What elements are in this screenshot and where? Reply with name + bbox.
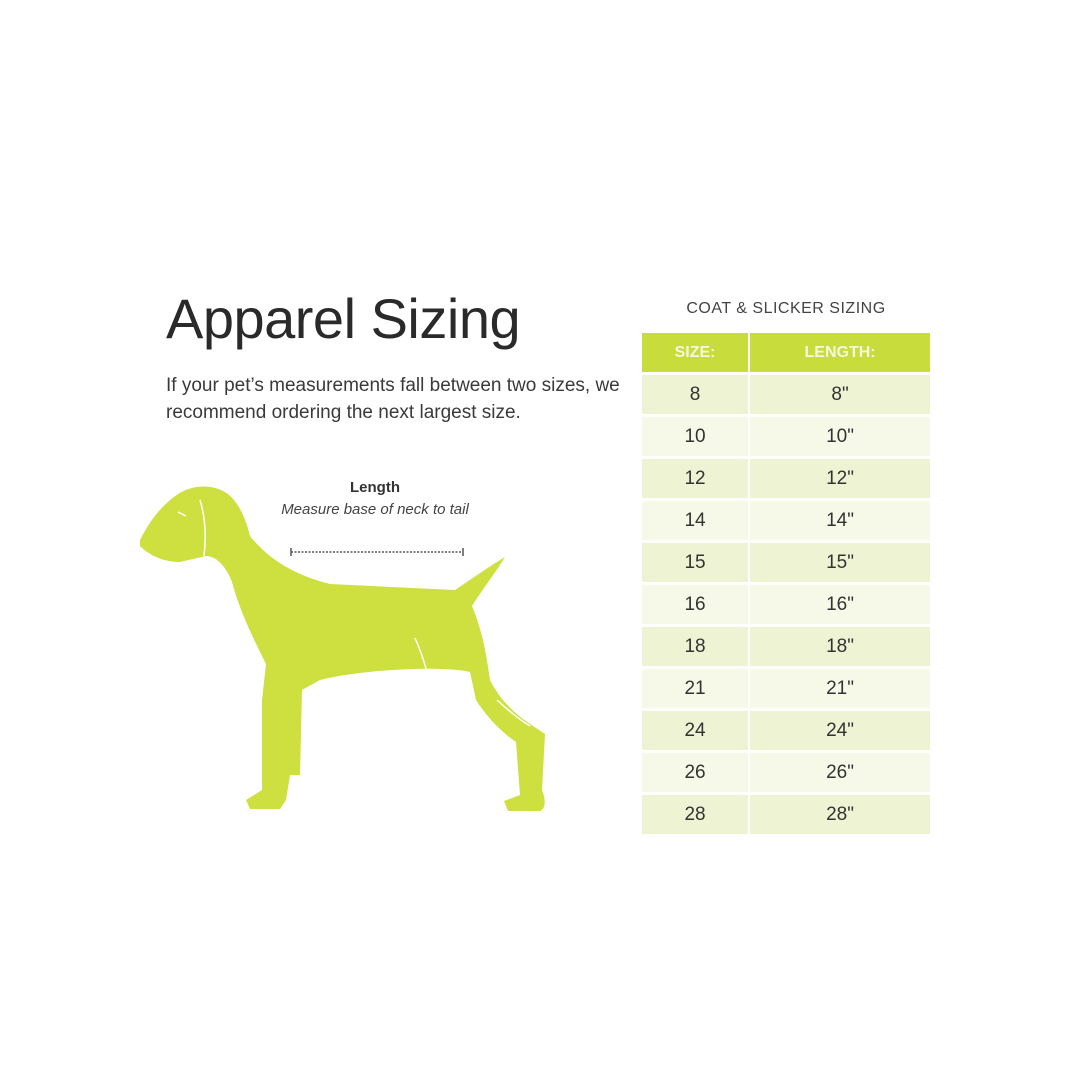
table-row: 12 12": [642, 457, 930, 501]
length-cell: 10": [749, 415, 930, 459]
header-size: SIZE:: [642, 333, 751, 375]
size-cell: 14: [642, 499, 751, 543]
size-cell: 10: [642, 415, 751, 459]
length-label: Length: [350, 479, 400, 496]
length-cell: 28": [749, 793, 930, 837]
length-cell: 26": [749, 751, 930, 795]
table-row: 8 8": [642, 373, 930, 417]
table-row: 28 28": [642, 793, 930, 837]
length-cell: 18": [749, 625, 930, 669]
sizing-table: SIZE: LENGTH: 8 8" 10 10" 12 12" 14 14" 15 15" 16 1…: [642, 333, 930, 837]
size-cell: 21: [642, 667, 751, 711]
length-cell: 21": [749, 667, 930, 711]
table-row: 14 14": [642, 499, 930, 543]
length-cell: 12": [749, 457, 930, 501]
length-cell: 14": [749, 499, 930, 543]
length-measure-line: [290, 548, 464, 556]
length-description: Measure base of neck to tail: [281, 501, 469, 518]
length-cell: 8": [749, 373, 930, 417]
dog-leg-line: [414, 637, 437, 713]
page-title: Apparel Sizing: [166, 287, 521, 350]
table-row: 26 26": [642, 751, 930, 795]
length-cell: 24": [749, 709, 930, 753]
size-cell: 28: [642, 793, 751, 837]
size-cell: 12: [642, 457, 751, 501]
table-row: 21 21": [642, 667, 930, 711]
size-cell: 26: [642, 751, 751, 795]
length-cell: 15": [749, 541, 930, 585]
size-cell: 15: [642, 541, 751, 585]
size-cell: 18: [642, 625, 751, 669]
size-cell: 8: [642, 373, 751, 417]
dog-leg-line: [496, 699, 531, 727]
length-cell: 16": [749, 583, 930, 627]
size-cell: 16: [642, 583, 751, 627]
dog-body: [140, 486, 545, 811]
size-cell: 24: [642, 709, 751, 753]
dog-eye: [177, 511, 187, 517]
table-header-row: SIZE: LENGTH:: [642, 333, 930, 375]
dog-ear-line: [199, 499, 206, 557]
table-row: 10 10": [642, 415, 930, 459]
header-length: LENGTH:: [749, 333, 930, 375]
intro-text: If your pet’s measurements fall between …: [166, 375, 620, 423]
table-row: 24 24": [642, 709, 930, 753]
table-row: 16 16": [642, 583, 930, 627]
table-caption: COAT & SLICKER SIZING: [686, 300, 886, 317]
table-row: 15 15": [642, 541, 930, 585]
table-row: 18 18": [642, 625, 930, 669]
